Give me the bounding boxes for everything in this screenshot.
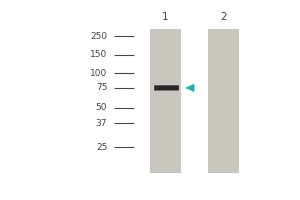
Bar xyxy=(208,29,239,173)
FancyBboxPatch shape xyxy=(154,85,179,91)
Text: 1: 1 xyxy=(162,12,169,22)
Text: 250: 250 xyxy=(90,32,107,41)
Text: 150: 150 xyxy=(90,50,107,59)
Bar xyxy=(150,29,181,173)
Text: 100: 100 xyxy=(90,69,107,78)
Text: 50: 50 xyxy=(96,103,107,112)
Text: 25: 25 xyxy=(96,143,107,152)
Text: 37: 37 xyxy=(96,119,107,128)
Text: 75: 75 xyxy=(96,83,107,92)
Text: 2: 2 xyxy=(220,12,227,22)
